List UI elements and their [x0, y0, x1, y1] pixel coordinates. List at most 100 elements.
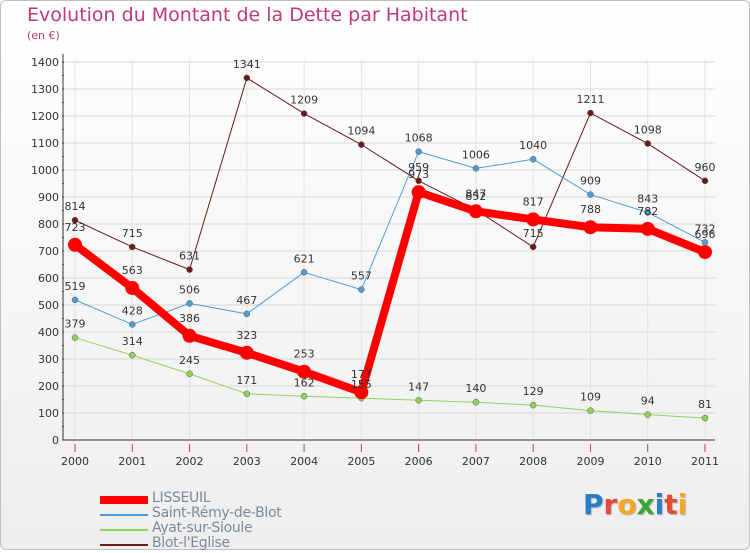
- data-label-saint-r-my-de-blot: 1006: [462, 148, 490, 161]
- series-line-lisseuil: [71, 188, 709, 397]
- data-label-lisseuil: 253: [294, 348, 315, 361]
- data-point-saint-r-my-de-blot: [300, 269, 308, 276]
- chart-title: Evolution du Montant de la Dette par Hab…: [27, 4, 468, 26]
- data-point-lisseuil: [182, 328, 197, 343]
- y-tick-label: 1300: [31, 83, 59, 96]
- data-label-ayat-sur-sioule: 94: [641, 395, 655, 408]
- data-point-blot-l-eglise: [587, 109, 594, 117]
- data-label-lisseuil: 723: [65, 221, 86, 234]
- data-label-lisseuil: 386: [179, 312, 200, 325]
- data-label-blot-l-eglise: 960: [695, 161, 716, 174]
- data-point-ayat-sur-sioule: [71, 334, 79, 341]
- data-label-saint-r-my-de-blot: 428: [122, 304, 143, 317]
- data-label-lisseuil: 782: [637, 205, 658, 218]
- data-point-blot-l-eglise: [71, 216, 79, 224]
- data-point-saint-r-my-de-blot: [358, 286, 365, 293]
- data-point-blot-l-eglise: [644, 140, 651, 147]
- data-point-lisseuil: [468, 204, 483, 219]
- legend-label: Blot-l'Eglise: [152, 535, 230, 551]
- data-label-blot-l-eglise: 814: [65, 200, 86, 213]
- data-label-ayat-sur-sioule: 147: [408, 380, 429, 393]
- series-line-blot-l-eglise: [74, 77, 706, 271]
- data-labels: 814 715 631 1341 1209 1094 959 852 715 1211 1098 96…: [65, 58, 716, 411]
- data-point-saint-r-my-de-blot: [415, 148, 422, 155]
- legend-swatch: [100, 529, 148, 531]
- data-point-blot-l-eglise: [358, 141, 365, 148]
- axes: 0 100 200 300 400 500 600 700 800 900 1000 1100 1200…: [31, 54, 719, 468]
- legend-swatch: [100, 514, 148, 516]
- data-point-blot-l-eglise: [186, 266, 193, 273]
- data-label-saint-r-my-de-blot: 621: [294, 252, 315, 265]
- logo-letter: i: [654, 488, 665, 521]
- logo-letter: o: [617, 488, 637, 521]
- data-point-blot-l-eglise: [529, 243, 537, 251]
- y-tick-label: 500: [38, 299, 59, 312]
- data-label-saint-r-my-de-blot: 1068: [405, 132, 433, 145]
- logo-letter: r: [603, 488, 618, 521]
- data-point-ayat-sur-sioule: [644, 411, 651, 418]
- data-point-saint-r-my-de-blot: [529, 155, 537, 163]
- data-label-lisseuil: 847: [465, 187, 486, 200]
- data-label-lisseuil: 563: [122, 264, 143, 277]
- data-label-ayat-sur-sioule: 81: [698, 398, 712, 411]
- data-point-blot-l-eglise: [300, 110, 308, 117]
- data-point-ayat-sur-sioule: [701, 414, 709, 422]
- data-point-lisseuil: [125, 280, 140, 295]
- data-label-blot-l-eglise: 852: [465, 190, 486, 203]
- data-label-saint-r-my-de-blot: 843: [637, 192, 658, 205]
- y-tick-label: 0: [52, 434, 59, 447]
- data-label-ayat-sur-sioule: 314: [122, 335, 143, 348]
- data-label-blot-l-eglise: 715: [122, 227, 143, 240]
- data-point-ayat-sur-sioule: [587, 407, 594, 414]
- data-point-ayat-sur-sioule: [415, 397, 422, 404]
- data-point-ayat-sur-sioule: [243, 390, 251, 398]
- data-label-lisseuil: 973: [408, 168, 429, 181]
- data-label-saint-r-my-de-blot: 1040: [519, 139, 547, 152]
- y-tick-label: 1200: [31, 110, 59, 123]
- data-label-blot-l-eglise: 631: [179, 250, 200, 263]
- data-point-blot-l-eglise: [415, 177, 422, 185]
- x-tick-label: 2004: [290, 455, 318, 468]
- legend-swatch: [100, 496, 148, 504]
- x-tick-label: 2008: [519, 455, 547, 468]
- legend-swatch: [100, 544, 148, 546]
- y-tick-label: 800: [38, 218, 59, 231]
- x-tick-label: 2005: [347, 455, 375, 468]
- data-label-ayat-sur-sioule: 109: [580, 391, 601, 404]
- y-tick-label: 1100: [31, 137, 59, 150]
- series-lines: [68, 74, 712, 422]
- y-tick-label: 300: [38, 353, 59, 366]
- data-label-saint-r-my-de-blot: 506: [179, 283, 200, 296]
- data-point-lisseuil: [526, 212, 541, 227]
- proxiti-logo: Proxiti: [583, 488, 687, 521]
- x-tick-label: 2001: [118, 455, 146, 468]
- y-tick-label: 900: [38, 191, 59, 204]
- data-label-blot-l-eglise: 959: [408, 161, 429, 174]
- data-label-ayat-sur-sioule: 379: [65, 318, 86, 331]
- data-label-blot-l-eglise: 1209: [290, 94, 318, 107]
- data-label-ayat-sur-sioule: 140: [465, 382, 486, 395]
- data-point-saint-r-my-de-blot: [644, 209, 651, 216]
- legend-label: Saint-Rémy-de-Blot: [152, 505, 282, 521]
- legend-label: LISSEUIL: [152, 490, 211, 506]
- data-point-saint-r-my-de-blot: [587, 191, 594, 198]
- data-label-lisseuil: 177: [351, 368, 372, 381]
- logo-letter: i: [677, 488, 688, 521]
- chart-subtitle: (en €): [27, 29, 60, 42]
- y-tick-label: 1000: [31, 164, 59, 177]
- data-point-lisseuil: [698, 245, 712, 260]
- data-point-blot-l-eglise: [701, 177, 709, 185]
- data-point-ayat-sur-sioule: [186, 370, 193, 378]
- data-label-saint-r-my-de-blot: 467: [236, 294, 257, 307]
- x-tick-label: 2007: [462, 455, 490, 468]
- data-point-ayat-sur-sioule: [129, 351, 136, 359]
- data-label-lisseuil: 817: [523, 195, 544, 208]
- data-label-ayat-sur-sioule: 155: [351, 378, 372, 391]
- x-tick-label: 2006: [405, 455, 433, 468]
- data-label-saint-r-my-de-blot: 732: [695, 222, 716, 235]
- data-label-blot-l-eglise: 1211: [576, 93, 604, 106]
- y-tick-label: 100: [38, 407, 59, 420]
- data-label-ayat-sur-sioule: 162: [294, 376, 315, 389]
